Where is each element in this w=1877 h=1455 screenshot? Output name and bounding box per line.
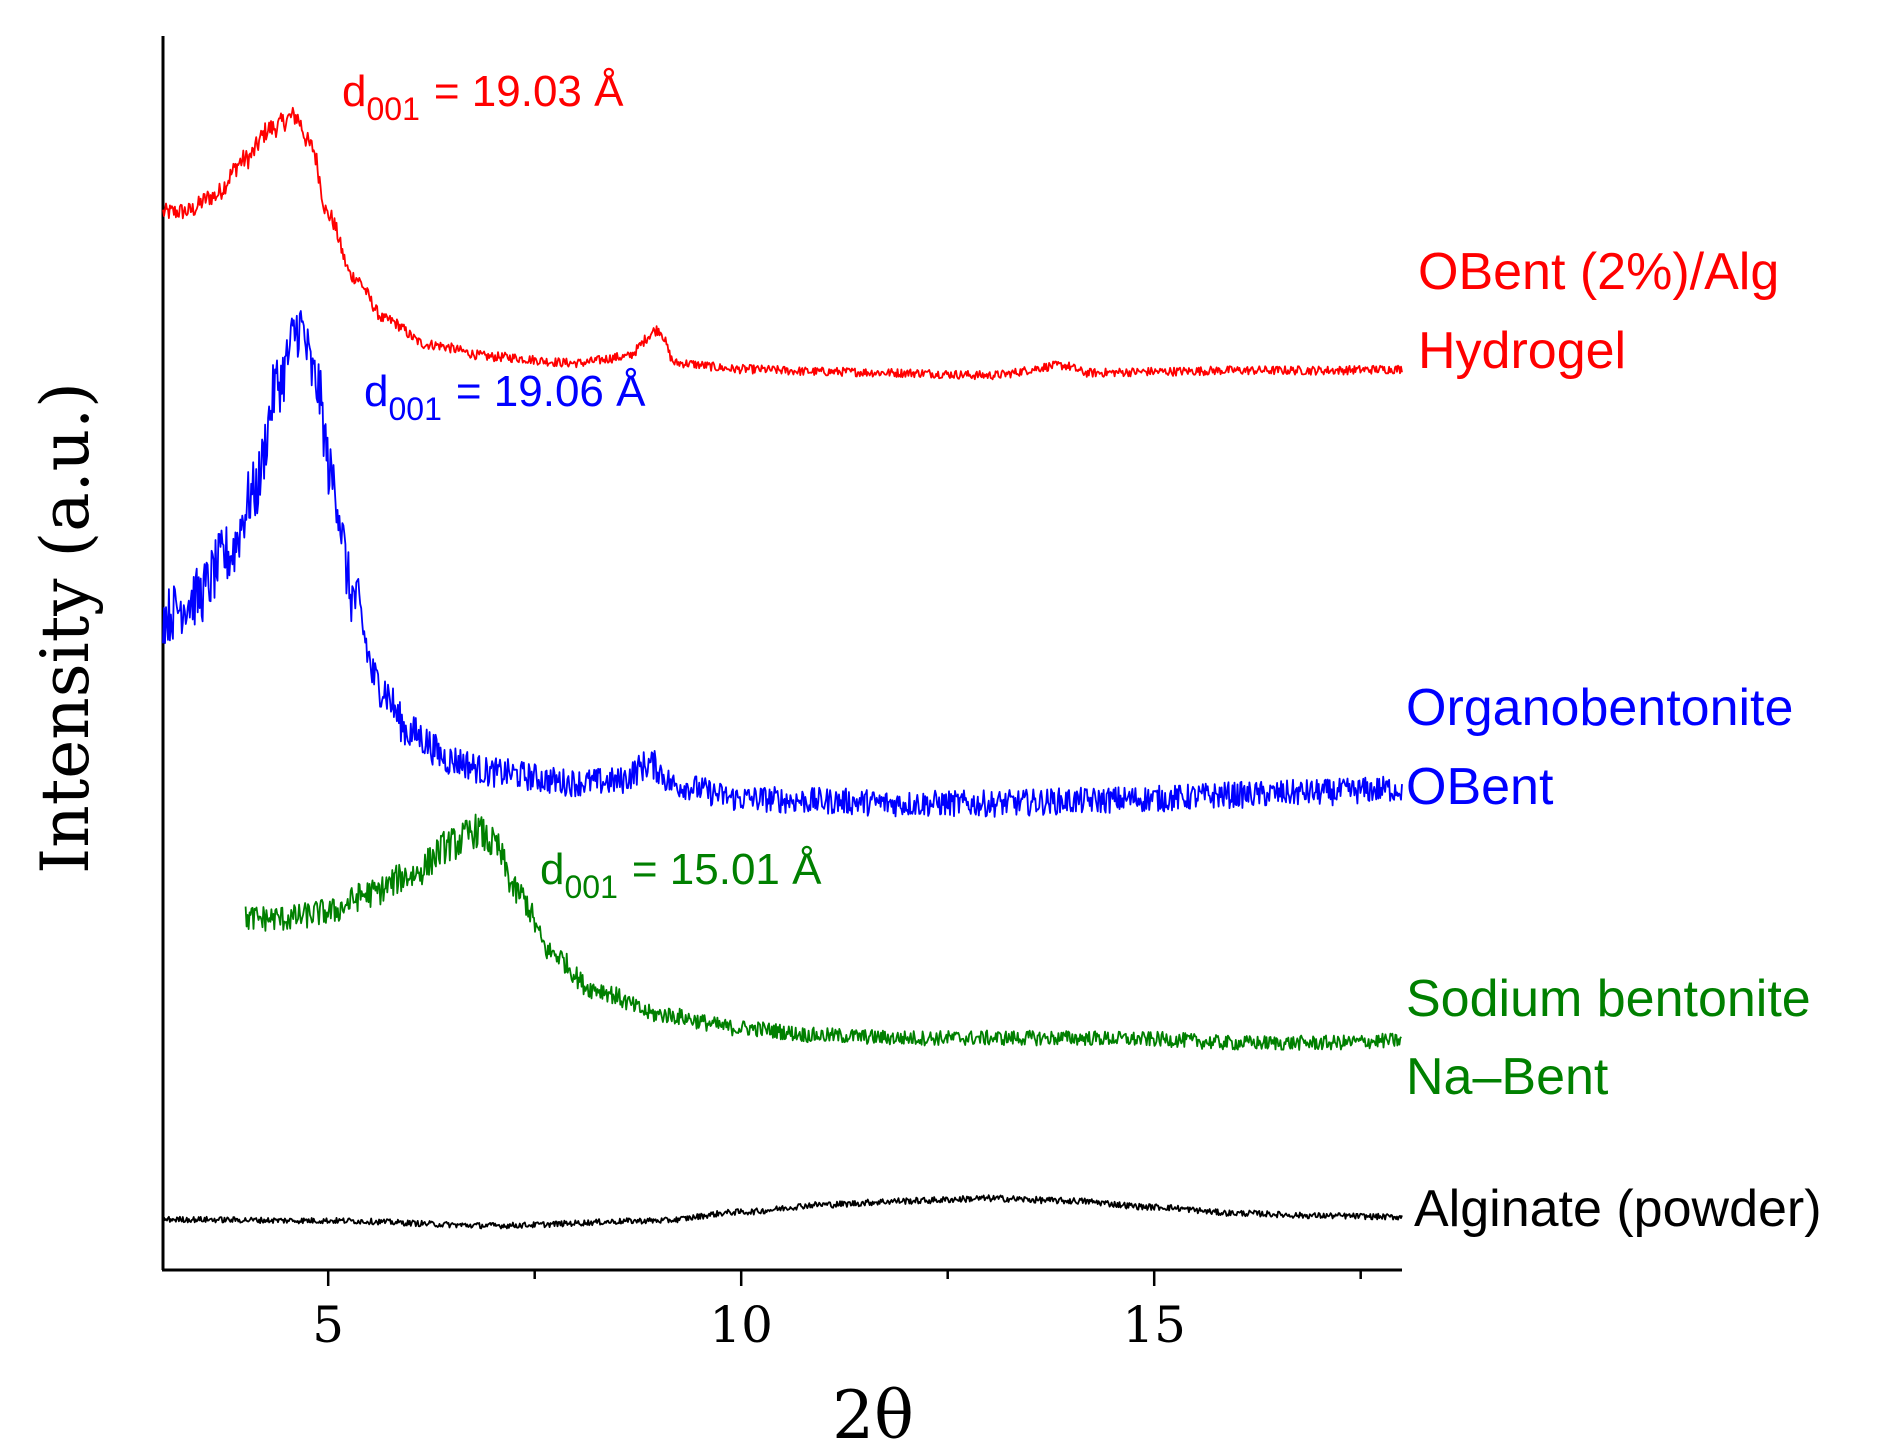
peak-annotation-hydrogel: d001 = 19.03 Å — [342, 67, 624, 127]
anno-sodium-bentonite-d: d — [540, 845, 564, 894]
plot-area: 5 10 15 — [161, 36, 1403, 1354]
legend-hydrogel-line1: OBent (2%)/Alg — [1418, 243, 1779, 301]
anno-sodium-bentonite-sub: 001 — [564, 869, 617, 905]
peak-annotation-sodium-bentonite: d001 = 15.01 Å — [540, 845, 822, 905]
legend-organobentonite-line1: Organobentonite — [1406, 679, 1793, 737]
anno-organobentonite-sub: 001 — [388, 391, 441, 427]
anno-organobentonite-d: d — [364, 367, 388, 416]
series-lines — [162, 106, 1403, 1230]
x-tick-label-10: 10 — [709, 1296, 773, 1354]
legend-hydrogel-line2: Hydrogel — [1418, 322, 1626, 380]
legend-sodium-bentonite-line2: Na–Bent — [1406, 1048, 1609, 1106]
x-ticks: 5 10 15 — [312, 1270, 1362, 1354]
legend-alginate: Alginate (powder) — [1414, 1180, 1822, 1238]
x-axis-title: 2θ — [832, 1377, 914, 1454]
anno-hydrogel-sub: 001 — [366, 91, 419, 127]
y-axis-title: Intensity (a.u.) — [27, 382, 104, 874]
peak-annotation-organobentonite: d001 = 19.06 Å — [364, 367, 646, 427]
legend-organobentonite-line2: OBent — [1406, 758, 1554, 816]
anno-organobentonite-value: = 19.06 Å — [456, 367, 646, 416]
x-tick-label-5: 5 — [312, 1296, 344, 1354]
legend-sodium-bentonite-line1: Sodium bentonite — [1406, 970, 1811, 1028]
series-line-alginate — [162, 1194, 1403, 1230]
series-line-hydrogel — [162, 106, 1403, 381]
series-line-sodium-bentonite — [244, 813, 1402, 1051]
x-tick-label-15: 15 — [1122, 1296, 1186, 1354]
anno-hydrogel-d: d — [342, 67, 366, 116]
series-line-organobentonite — [162, 310, 1403, 818]
anno-sodium-bentonite-value: = 15.01 Å — [632, 845, 822, 894]
anno-hydrogel-value: = 19.03 Å — [434, 67, 624, 116]
